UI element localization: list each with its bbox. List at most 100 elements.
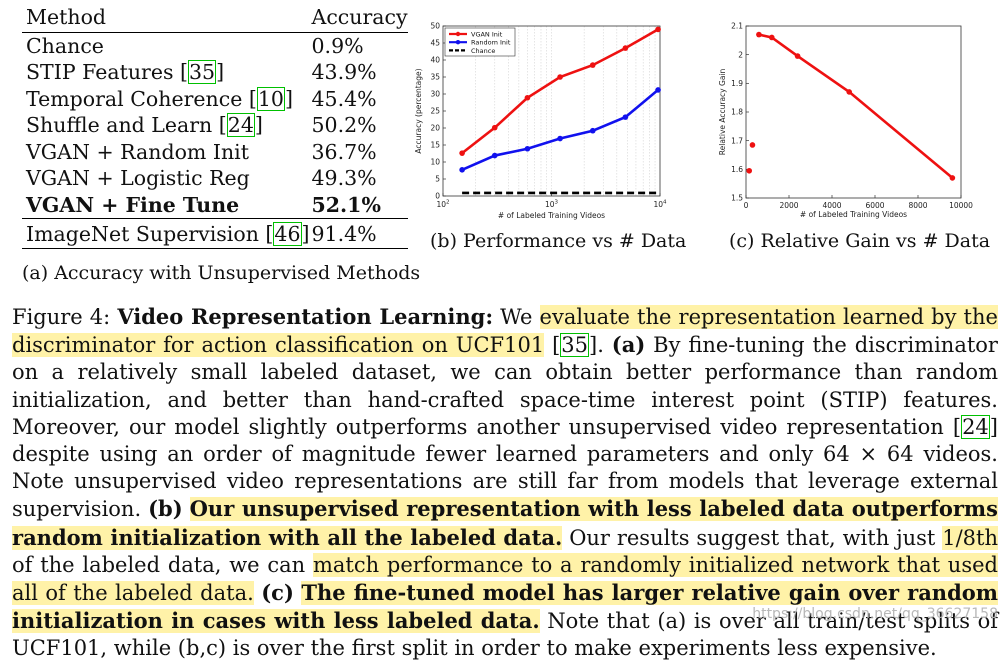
- row-method: ImageNet Supervision [46]: [22, 218, 310, 249]
- y-tick-label: 1.6: [731, 165, 743, 174]
- data-point: [557, 74, 563, 80]
- y-tick-label: 45: [430, 39, 440, 48]
- header-method: Method: [22, 4, 310, 33]
- table-row-best: VGAN + Fine Tune 52.1%: [22, 192, 408, 219]
- data-point: [622, 114, 629, 120]
- x-tick-label: 10000: [949, 201, 973, 210]
- legend-label: Chance: [471, 47, 495, 55]
- data-point: [557, 135, 563, 142]
- data-point: [756, 31, 762, 38]
- row-method: VGAN + Random Init: [26, 139, 249, 164]
- data-point: [846, 89, 852, 95]
- citation-link[interactable]: 24: [961, 414, 990, 439]
- y-tick-label: 30: [430, 90, 440, 99]
- x-axis-label: # of Labeled Training Videos: [498, 211, 605, 220]
- y-axis-label: Accuracy (percentage): [414, 68, 423, 153]
- legend-marker: [455, 40, 461, 45]
- data-point: [655, 26, 661, 33]
- data-point: [589, 127, 596, 134]
- plot-frame: [745, 25, 962, 199]
- table-row: VGAN + Random Init 36.7%: [22, 139, 408, 166]
- row-accuracy: 43.9%: [311, 60, 377, 84]
- subcaption-a: (a) Accuracy with Unsupervised Methods: [22, 262, 421, 284]
- highlight: 1/8th: [942, 525, 998, 550]
- data-point: [794, 53, 801, 59]
- legend-label: VGAN Init: [471, 30, 503, 38]
- x-tick-label: 102: [436, 200, 449, 210]
- data-point: [524, 145, 531, 152]
- results-table-panel: Method Accuracy Chance 0.9% STIP Feature…: [22, 4, 408, 249]
- y-tick-label: 1.7: [731, 136, 743, 145]
- row-method: VGAN + Logistic Reg: [26, 166, 250, 190]
- y-tick-label: 0: [435, 192, 440, 201]
- row-accuracy: 91.4%: [309, 218, 408, 249]
- data-point: [949, 175, 956, 181]
- x-tick-label: 4000: [822, 201, 841, 210]
- results-table: Method Accuracy Chance 0.9% STIP Feature…: [22, 4, 408, 249]
- data-point: [769, 34, 775, 41]
- table-header-row: Method Accuracy: [22, 4, 408, 33]
- data-point: [749, 142, 756, 148]
- data-point: [459, 150, 465, 156]
- relative-gain-chart: 1.5 1.6 1.7 1.8 1.9 2 2.1 0 2000 4000 6000 8000 1000…: [718, 22, 973, 219]
- citation-link[interactable]: 46: [273, 222, 302, 246]
- figure-title: Video Representation Learning:: [117, 304, 494, 329]
- row-accuracy: 0.9%: [311, 33, 364, 58]
- row-method: Temporal Coherence [10]: [26, 86, 293, 111]
- row-method: Chance: [26, 33, 104, 58]
- y-tick-label: 2.1: [731, 22, 743, 31]
- citation-link[interactable]: 10: [256, 86, 285, 111]
- citation-link[interactable]: 35: [560, 333, 590, 358]
- row-method: Shuffle and Learn [24]: [26, 113, 263, 137]
- row-accuracy: 50.2%: [311, 113, 377, 137]
- legend-marker: [455, 31, 461, 37]
- x-tick-label: 8000: [908, 201, 927, 210]
- x-tick-label: 6000: [865, 201, 884, 210]
- citation-link[interactable]: 24: [226, 113, 255, 137]
- data-point: [746, 167, 753, 174]
- data-point: [459, 167, 465, 173]
- table-row: Shuffle and Learn [24] 50.2%: [22, 112, 408, 139]
- data-point: [622, 45, 629, 51]
- x-tick-label: 2000: [779, 201, 798, 210]
- x-tick-label: 104: [653, 200, 667, 210]
- y-tick-label: 2: [738, 50, 743, 59]
- y-tick-label: 35: [430, 73, 440, 82]
- figure-label: Figure 4:: [12, 305, 111, 329]
- table-row: Temporal Coherence [10] 45.4%: [22, 86, 408, 113]
- table-row: Chance 0.9%: [22, 32, 408, 59]
- row-accuracy: 36.7%: [311, 139, 377, 164]
- x-tick-label: 0: [744, 201, 749, 210]
- y-tick-label: 1.9: [731, 79, 743, 88]
- table-row: VGAN + Logistic Reg 49.3%: [22, 165, 408, 192]
- watermark: https://blog.csdn.net/qq_36627158: [752, 606, 998, 622]
- figure-caption: Figure 4: Video Representation Learning:…: [12, 304, 998, 661]
- data-point: [589, 62, 596, 68]
- y-tick-label: 15: [430, 141, 440, 150]
- y-tick-label: 40: [430, 56, 440, 65]
- row-accuracy: 52.1%: [311, 192, 381, 217]
- data-point: [491, 124, 498, 131]
- header-accuracy: Accuracy: [309, 4, 408, 33]
- table-row: STIP Features [35] 43.9%: [22, 59, 408, 86]
- x-axis-label: # of Labeled Training Videos: [800, 210, 907, 219]
- y-axis-label: Relative Accuracy Gain: [718, 69, 727, 156]
- data-point: [655, 87, 661, 93]
- row-accuracy: 49.3%: [311, 166, 377, 190]
- x-tick-label: 103: [545, 200, 559, 210]
- subcaption-c: (c) Relative Gain vs # Data: [729, 230, 991, 252]
- y-tick-label: 5: [435, 175, 440, 184]
- data-point: [491, 152, 498, 159]
- row-method: STIP Features [35]: [26, 60, 225, 84]
- subcaption-b: (b) Performance vs # Data: [430, 230, 687, 252]
- citation-link[interactable]: 35: [188, 60, 217, 84]
- data-point: [524, 94, 531, 101]
- table-row: ImageNet Supervision [46] 91.4%: [22, 218, 408, 249]
- y-tick-label: 10: [430, 158, 440, 167]
- performance-chart: 0 5 10 15 20 25 30 35 40 45 50 102 103 104 # of Labele…: [414, 22, 667, 220]
- y-tick-label: 50: [430, 22, 440, 31]
- y-tick-label: 20: [430, 124, 440, 133]
- row-accuracy: 45.4%: [311, 86, 377, 111]
- legend-label: Random Init: [471, 39, 511, 47]
- y-tick-label: 25: [430, 107, 440, 116]
